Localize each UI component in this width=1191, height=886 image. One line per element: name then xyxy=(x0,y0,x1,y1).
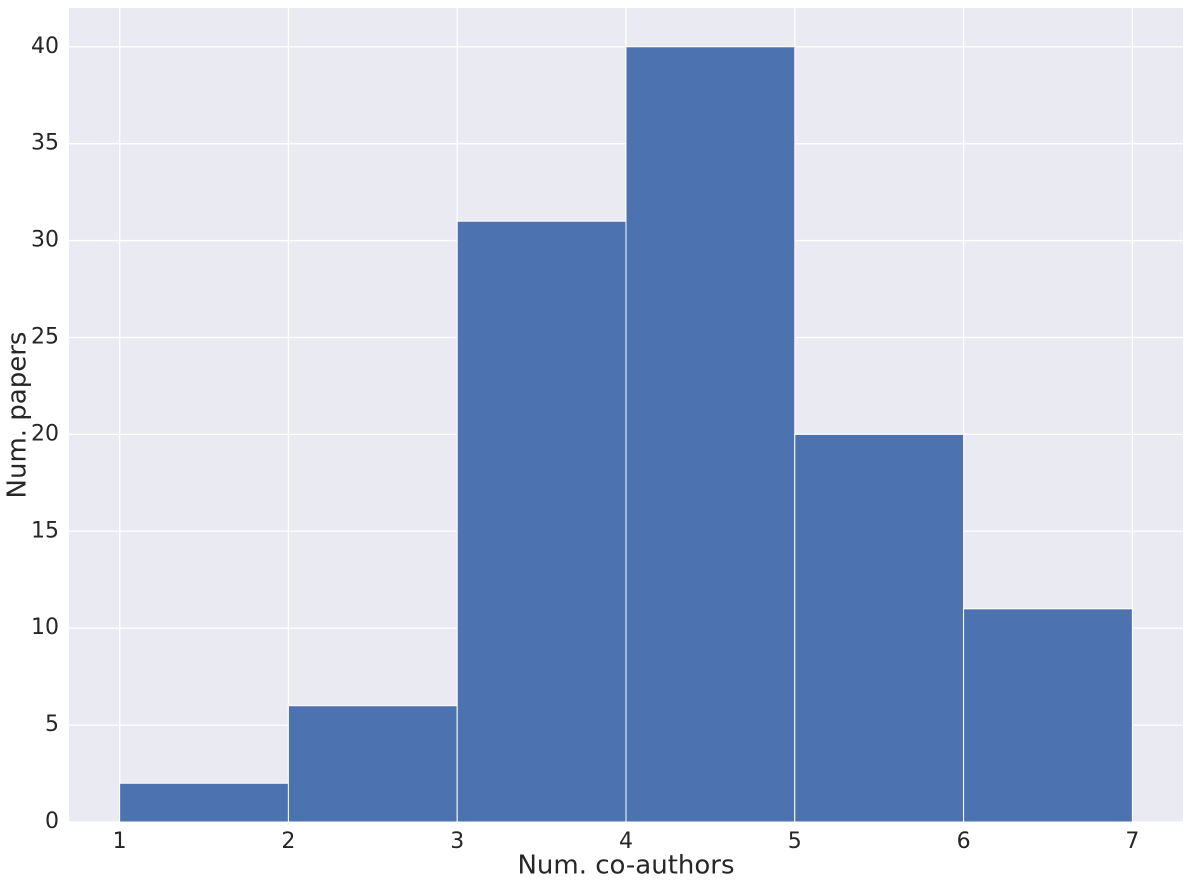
x-tick-label: 7 xyxy=(1125,829,1139,854)
bar xyxy=(287,705,458,823)
y-tick-label: 20 xyxy=(31,421,59,446)
y-tick-label: 5 xyxy=(45,712,59,737)
y-tick-label: 35 xyxy=(31,131,59,156)
y-tick-label: 0 xyxy=(45,809,59,834)
x-tick-label: 2 xyxy=(281,829,295,854)
x-tick-label: 4 xyxy=(619,829,633,854)
x-tick-label: 1 xyxy=(113,829,127,854)
x-tick-label: 3 xyxy=(450,829,464,854)
x-tick-label: 6 xyxy=(957,829,971,854)
bar xyxy=(794,433,965,823)
bar xyxy=(963,608,1133,823)
bar xyxy=(119,782,289,823)
x-tick-label: 5 xyxy=(788,829,802,854)
y-axis-label: Num. papers xyxy=(3,332,33,499)
y-tick-label: 40 xyxy=(31,34,59,59)
x-axis-label: Num. co-authors xyxy=(517,851,734,881)
y-tick-label: 10 xyxy=(31,615,59,640)
y-tick-label: 30 xyxy=(31,228,59,253)
y-tick-label: 25 xyxy=(31,324,59,349)
y-tick-label: 15 xyxy=(31,518,59,543)
bar xyxy=(625,46,796,823)
bar xyxy=(456,220,627,823)
